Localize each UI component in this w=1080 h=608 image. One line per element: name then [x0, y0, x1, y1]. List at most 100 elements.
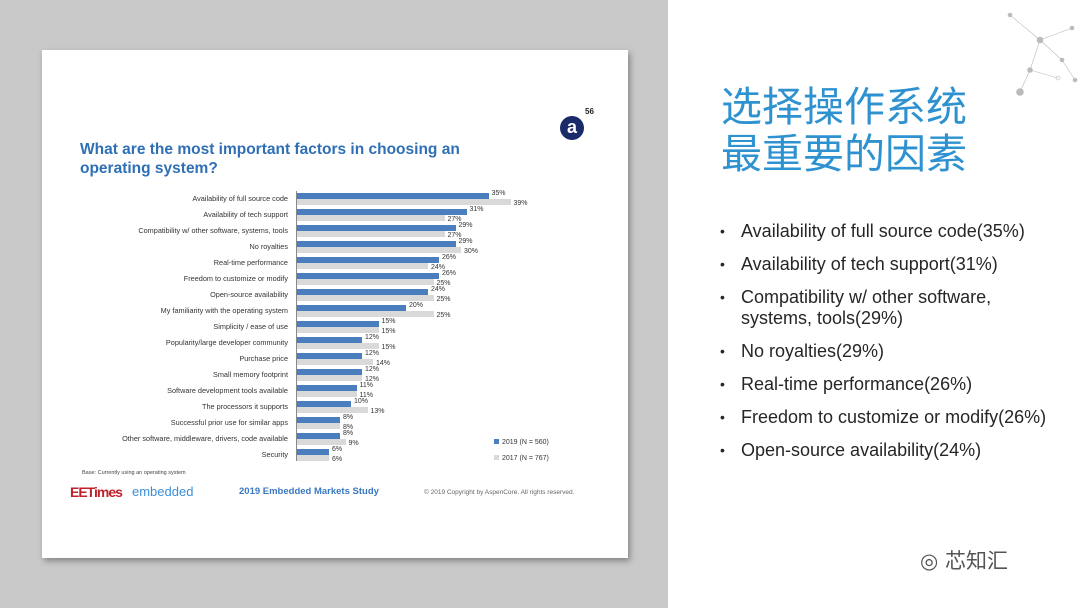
data-label: 29%: [458, 238, 473, 245]
category-label: Small memory footprint: [212, 370, 288, 379]
bar-2019: [296, 385, 357, 391]
category-label: No royalties: [249, 242, 288, 251]
bar-2019: [296, 369, 362, 375]
data-label: 14%: [376, 360, 391, 367]
copyright: © 2019 Copyright by AspenCore. All right…: [424, 489, 575, 496]
bar-2017: [296, 343, 379, 349]
data-label: 12%: [365, 366, 380, 373]
data-label: 15%: [381, 344, 396, 351]
category-label: Popularity/large developer community: [165, 338, 288, 347]
legend-2017: 2017 (N = 767): [494, 455, 549, 462]
eetimes-logo: EETimes: [70, 484, 123, 500]
data-label: 12%: [365, 376, 380, 383]
bar-2017: [296, 279, 434, 285]
watermark: ◎ 芯知汇: [920, 545, 1008, 575]
bar-2019: [296, 273, 439, 279]
bullet-item: Availability of tech support(31%): [720, 254, 1050, 275]
category-label: Open-source availability: [210, 290, 288, 299]
data-label: 11%: [359, 392, 374, 399]
bullet-item: Freedom to customize or modify(26%): [720, 407, 1050, 428]
data-label: 29%: [458, 222, 473, 229]
data-label: 25%: [436, 280, 451, 287]
data-label: 12%: [365, 350, 380, 357]
bar-2017: [296, 359, 373, 365]
category-label: Software development tools available: [167, 386, 288, 395]
title-line: 最重要的因素: [721, 130, 967, 178]
data-label: 12%: [365, 334, 380, 341]
data-label: 26%: [442, 254, 457, 261]
category-label: Successful prior use for similar apps: [170, 418, 288, 427]
bar-2017: [296, 327, 379, 333]
bullet-list: Availability of full source code(35%) Ava…: [720, 221, 1050, 473]
legend-label: 2017 (N = 767): [502, 455, 549, 462]
data-label: 8%: [343, 414, 354, 421]
bar-2019: [296, 337, 362, 343]
data-label: 35%: [491, 190, 506, 197]
legend-2019: 2019 (N = 560): [494, 439, 549, 446]
bullet-item: Compatibility w/ other software, systems…: [720, 287, 1050, 329]
data-label: 10%: [354, 398, 369, 405]
bar-2017: [296, 455, 329, 461]
category-label: Security: [261, 450, 288, 459]
category-label: Availability of tech support: [203, 210, 288, 219]
bar-2017: [296, 375, 362, 381]
bar-2017: [296, 231, 445, 237]
page-title: 选择操作系统 最重要的因素: [721, 84, 967, 178]
bar-2019: [296, 193, 489, 199]
page-number: 56: [585, 107, 594, 116]
data-label: 13%: [370, 408, 385, 415]
category-label: Compatibility w/ other software, systems…: [138, 226, 288, 235]
bar-2019: [296, 241, 456, 247]
legend-swatch: [494, 455, 499, 460]
bar-2019: [296, 433, 340, 439]
category-label: The processors it supports: [202, 402, 288, 411]
bar-2017: [296, 391, 357, 397]
legend-label: 2019 (N = 560): [502, 439, 549, 446]
bar-2019: [296, 209, 467, 215]
wechat-icon: ◎: [920, 549, 945, 573]
bar-2017: [296, 407, 368, 413]
data-label: 39%: [513, 200, 528, 207]
data-label: 30%: [464, 248, 479, 255]
bullet-item: Availability of full source code(35%): [720, 221, 1050, 242]
data-label: 8%: [343, 424, 354, 431]
data-label: 11%: [359, 382, 374, 389]
base-note: Base: Currently using an operating syste…: [82, 470, 186, 476]
chart-title: What are the most important factors in c…: [80, 141, 460, 177]
data-label: 15%: [381, 318, 396, 325]
data-label: 15%: [381, 328, 396, 335]
data-label: 24%: [431, 264, 446, 271]
data-label: 8%: [343, 430, 354, 437]
data-label: 20%: [409, 302, 424, 309]
network-decoration-icon: [1007, 12, 1078, 96]
data-label: 24%: [431, 286, 446, 293]
category-label: Purchase price: [239, 354, 288, 363]
bar-2019: [296, 321, 379, 327]
bullet-item: No royalties(29%): [720, 341, 1050, 362]
bar-2017: [296, 311, 434, 317]
bar-2017: [296, 215, 445, 221]
data-label: 25%: [436, 296, 451, 303]
aspencore-logo: a: [560, 116, 584, 140]
data-label: 26%: [442, 270, 457, 277]
category-label: Freedom to customize or modify: [183, 274, 288, 283]
bar-2017: [296, 295, 434, 301]
embedded-slide: What are the most important factors in c…: [42, 50, 628, 558]
bar-2017: [296, 423, 340, 429]
data-label: 31%: [469, 206, 484, 213]
data-label: 25%: [436, 312, 451, 319]
category-label: Simplicity / ease of use: [213, 322, 288, 331]
bar-2017: [296, 199, 511, 205]
bar-2019: [296, 257, 439, 263]
data-label: 27%: [447, 232, 462, 239]
embedded-logo: embedded: [132, 484, 194, 499]
bar-2017: [296, 439, 346, 445]
legend-swatch: [494, 439, 499, 444]
bullet-item: Real-time performance(26%): [720, 374, 1050, 395]
bar-2019: [296, 417, 340, 423]
study-name: 2019 Embedded Markets Study: [239, 486, 379, 497]
bar-2019: [296, 289, 428, 295]
data-label: 27%: [447, 216, 462, 223]
bar-2019: [296, 449, 329, 455]
data-label: 6%: [332, 446, 343, 453]
